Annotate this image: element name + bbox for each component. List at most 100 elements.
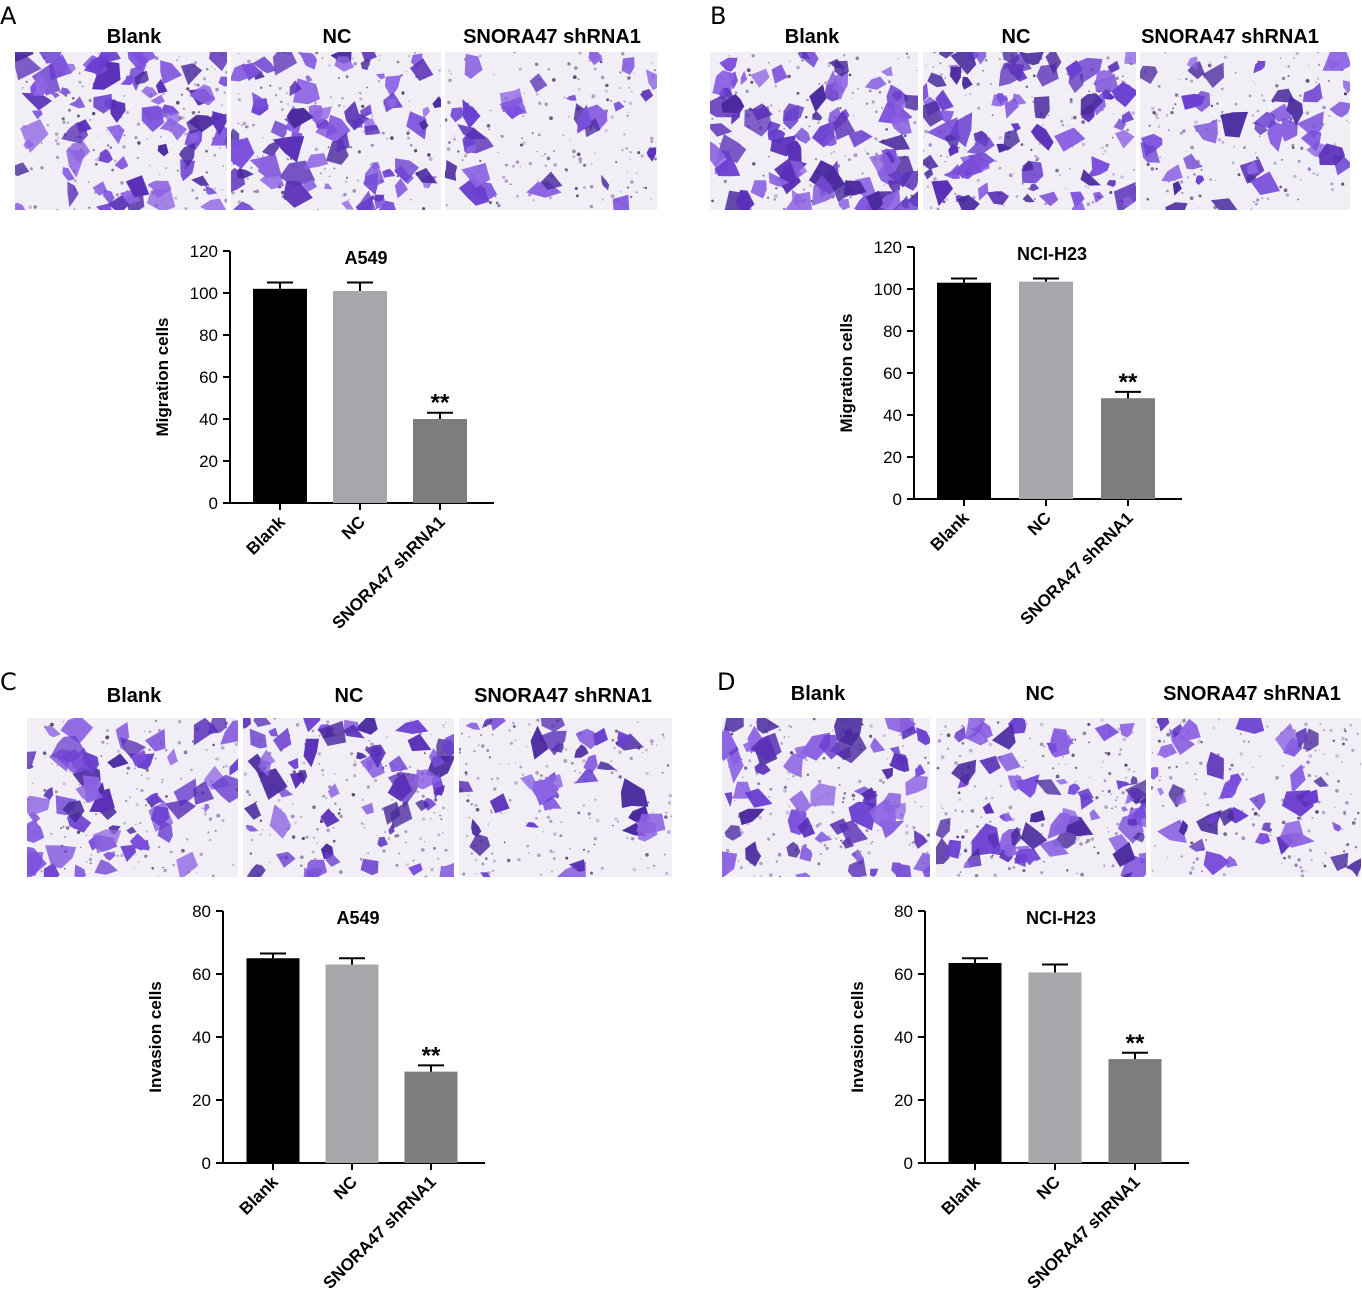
micrograph-speckle bbox=[1093, 92, 1095, 94]
micrograph-cell bbox=[269, 804, 292, 839]
micrograph-cell bbox=[536, 730, 567, 756]
micrograph-speckle bbox=[536, 151, 538, 153]
micrograph-speckle bbox=[818, 779, 822, 784]
micrograph-cell bbox=[287, 757, 299, 770]
x-tick-label: NC bbox=[338, 512, 369, 543]
micrograph-speckle bbox=[502, 175, 506, 179]
micrograph-speckle bbox=[787, 74, 791, 79]
micrograph-speckle bbox=[769, 873, 773, 877]
micrograph-speckle bbox=[1324, 852, 1327, 855]
micrograph-speckle bbox=[376, 835, 378, 837]
micrograph-cell bbox=[1120, 806, 1128, 812]
micrograph-speckle bbox=[546, 156, 551, 161]
micrograph-cell bbox=[159, 118, 188, 141]
micrograph-cell bbox=[1140, 142, 1160, 163]
micrograph-speckle bbox=[666, 830, 671, 834]
micrograph-speckle bbox=[46, 123, 50, 127]
micrograph-speckle bbox=[569, 139, 571, 141]
micrograph-speckle bbox=[243, 772, 248, 777]
micrograph-texture bbox=[923, 52, 1136, 210]
micrograph-speckle bbox=[1048, 114, 1050, 117]
micrograph-speckle bbox=[577, 811, 581, 815]
micrograph-speckle bbox=[1120, 175, 1124, 179]
micrograph-cell bbox=[832, 70, 848, 94]
micrograph-speckle bbox=[940, 73, 943, 76]
micrograph-speckle bbox=[191, 111, 196, 115]
micrograph-speckle bbox=[1244, 146, 1246, 148]
micrograph-speckle bbox=[537, 853, 541, 857]
micrograph-speckle bbox=[751, 54, 755, 58]
micrograph-speckle bbox=[196, 83, 200, 87]
micrograph-speckle bbox=[929, 206, 933, 210]
micrograph-cell bbox=[303, 718, 321, 733]
micrograph-speckle bbox=[628, 111, 630, 114]
micrograph-speckle bbox=[991, 114, 994, 116]
micrograph-speckle bbox=[605, 89, 608, 93]
micrograph-speckle bbox=[551, 78, 556, 82]
micrograph-cell bbox=[377, 836, 388, 848]
micrograph-cell bbox=[927, 72, 947, 88]
micrograph-speckle bbox=[89, 862, 92, 865]
micrograph-cell bbox=[1055, 738, 1075, 752]
micrograph-speckle bbox=[184, 132, 187, 136]
micrograph-speckle bbox=[610, 115, 614, 119]
micrograph-speckle bbox=[599, 60, 603, 64]
micrograph-speckle bbox=[1248, 94, 1252, 98]
micrograph-speckle bbox=[1168, 766, 1171, 769]
micrograph-cell bbox=[415, 167, 438, 184]
micrograph-cell bbox=[1195, 175, 1205, 185]
micrograph-speckle bbox=[289, 158, 292, 161]
micrograph-speckle bbox=[186, 838, 189, 841]
micrograph-speckle bbox=[788, 805, 791, 808]
micrograph-speckle bbox=[1131, 111, 1135, 115]
micrograph-cell bbox=[249, 728, 267, 749]
micrograph-speckle bbox=[114, 159, 117, 163]
micrograph-speckle bbox=[1316, 77, 1320, 80]
micrograph-speckle bbox=[220, 746, 225, 750]
micrograph-speckle bbox=[437, 833, 441, 837]
micrograph-speckle bbox=[354, 760, 356, 763]
micrograph-speckle bbox=[325, 797, 328, 799]
micrograph-speckle bbox=[1281, 159, 1283, 161]
micrograph-speckle bbox=[514, 762, 517, 764]
micrograph-speckle bbox=[232, 863, 235, 867]
micrograph-speckle bbox=[305, 835, 309, 839]
micrograph-speckle bbox=[593, 843, 596, 846]
micrograph-cell bbox=[233, 201, 255, 210]
micrograph-cell bbox=[354, 718, 378, 735]
micrograph-speckle bbox=[1273, 161, 1277, 165]
micrograph-cell bbox=[296, 770, 308, 785]
bar bbox=[413, 419, 467, 503]
micrograph-speckle bbox=[1032, 74, 1036, 78]
micrograph-speckle bbox=[513, 52, 516, 54]
micrograph-speckle bbox=[958, 798, 961, 801]
micrograph-speckle bbox=[528, 852, 530, 854]
micrograph-speckle bbox=[593, 837, 597, 841]
micrograph-speckle bbox=[619, 87, 622, 90]
micrograph-speckle bbox=[359, 857, 363, 861]
micrograph-speckle bbox=[645, 771, 649, 776]
micrograph-speckle bbox=[1198, 194, 1202, 198]
micrograph-speckle bbox=[923, 149, 925, 152]
micrograph-cell bbox=[109, 99, 126, 123]
micrograph-speckle bbox=[490, 811, 493, 814]
micrograph-speckle bbox=[315, 52, 319, 55]
micrograph-speckle bbox=[338, 870, 343, 874]
micrograph-speckle bbox=[148, 748, 151, 751]
micrograph-speckle bbox=[384, 831, 386, 833]
micrograph-speckle bbox=[184, 207, 188, 210]
micrograph-speckle bbox=[553, 832, 557, 836]
micrograph-speckle bbox=[1252, 81, 1254, 83]
micrograph-cell bbox=[220, 720, 238, 745]
micrograph-speckle bbox=[95, 158, 99, 162]
micrograph-cell bbox=[20, 119, 49, 153]
micrograph-cell bbox=[146, 188, 176, 210]
micrograph-speckle bbox=[785, 810, 790, 815]
micrograph-cell bbox=[67, 181, 79, 208]
micrograph-speckle bbox=[1155, 167, 1158, 170]
micrograph-speckle bbox=[1030, 148, 1033, 151]
micrograph-speckle bbox=[385, 736, 388, 739]
micrograph-speckle bbox=[521, 137, 524, 140]
micrograph-cell bbox=[302, 179, 317, 192]
micrograph-speckle bbox=[1007, 867, 1011, 871]
